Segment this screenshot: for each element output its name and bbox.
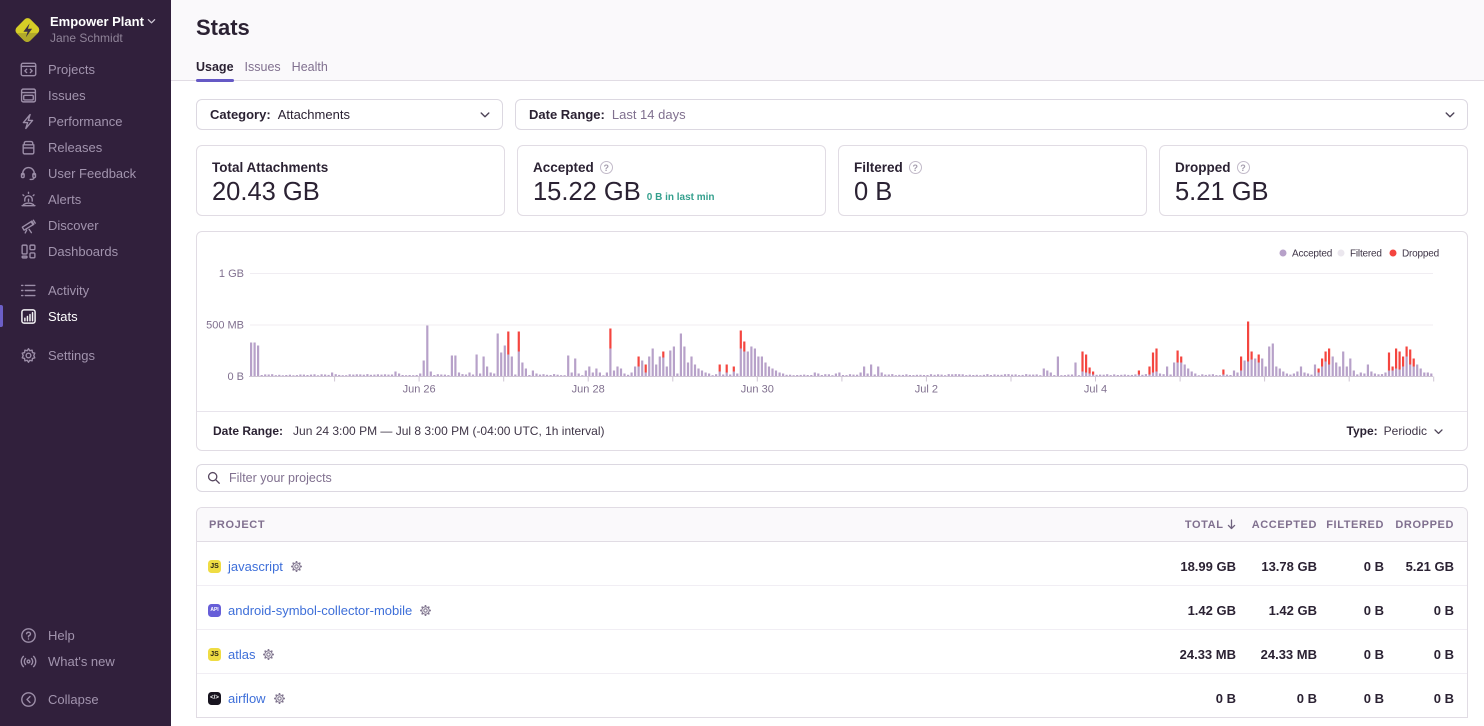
svg-text:Accepted: Accepted <box>1292 249 1332 260</box>
svg-text:Jun 30: Jun 30 <box>741 384 774 396</box>
svg-text:Filtered: Filtered <box>1350 249 1382 260</box>
svg-text:Jul 4: Jul 4 <box>1084 384 1107 396</box>
svg-text:Jun 26: Jun 26 <box>403 384 436 396</box>
svg-text:1 GB: 1 GB <box>219 268 244 280</box>
svg-text:Jun 28: Jun 28 <box>572 384 605 396</box>
svg-text:Dropped: Dropped <box>1402 249 1439 260</box>
svg-text:500 MB: 500 MB <box>206 320 244 332</box>
svg-text:0 B: 0 B <box>227 371 244 383</box>
svg-text:Jul 2: Jul 2 <box>915 384 938 396</box>
